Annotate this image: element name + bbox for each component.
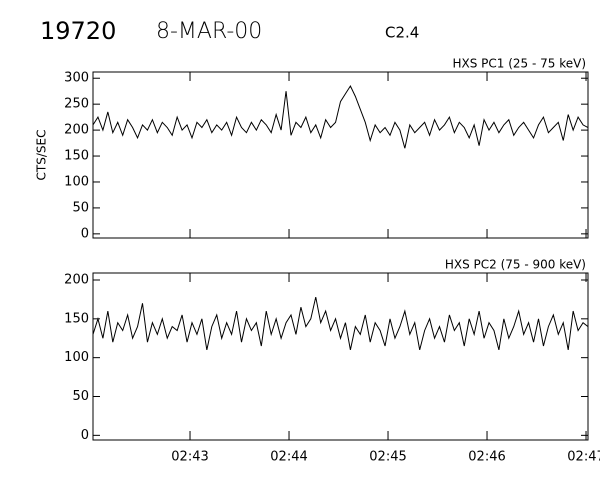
y-tick-label: 150 — [64, 149, 89, 164]
light-curve — [92, 296, 589, 351]
x-tick-label: 02:47 — [567, 450, 600, 465]
y-tick-label: 50 — [72, 200, 89, 215]
light-curve — [92, 84, 589, 149]
y-tick-label: 0 — [81, 226, 89, 241]
y-tick-label: 250 — [64, 97, 89, 112]
y-axis-label: CTS/SEC — [35, 130, 49, 181]
y-tick-label: 300 — [64, 71, 89, 86]
plot-frame — [92, 71, 589, 239]
event-date: 8-MAR-00 — [156, 19, 262, 44]
x-tick-label: 02:45 — [369, 450, 406, 465]
x-tick-label: 02:46 — [468, 450, 505, 465]
panel-title: HXS PC1 (25 - 75 keV) — [452, 57, 586, 71]
event-number: 19720 — [40, 17, 116, 45]
x-tick-label: 02:43 — [171, 450, 208, 465]
y-tick-label: 0 — [81, 428, 89, 443]
y-tick-label: 100 — [64, 350, 89, 365]
x-tick-label: 02:44 — [270, 450, 307, 465]
flare-class: C2.4 — [385, 24, 419, 42]
y-tick-label: 200 — [64, 123, 89, 138]
y-tick-label: 150 — [64, 311, 89, 326]
y-tick-label: 50 — [72, 389, 89, 404]
y-tick-label: 200 — [64, 272, 89, 287]
y-tick-label: 100 — [64, 174, 89, 189]
plot-frame — [92, 272, 589, 441]
panel-title: HXS PC2 (75 - 900 keV) — [445, 258, 586, 272]
